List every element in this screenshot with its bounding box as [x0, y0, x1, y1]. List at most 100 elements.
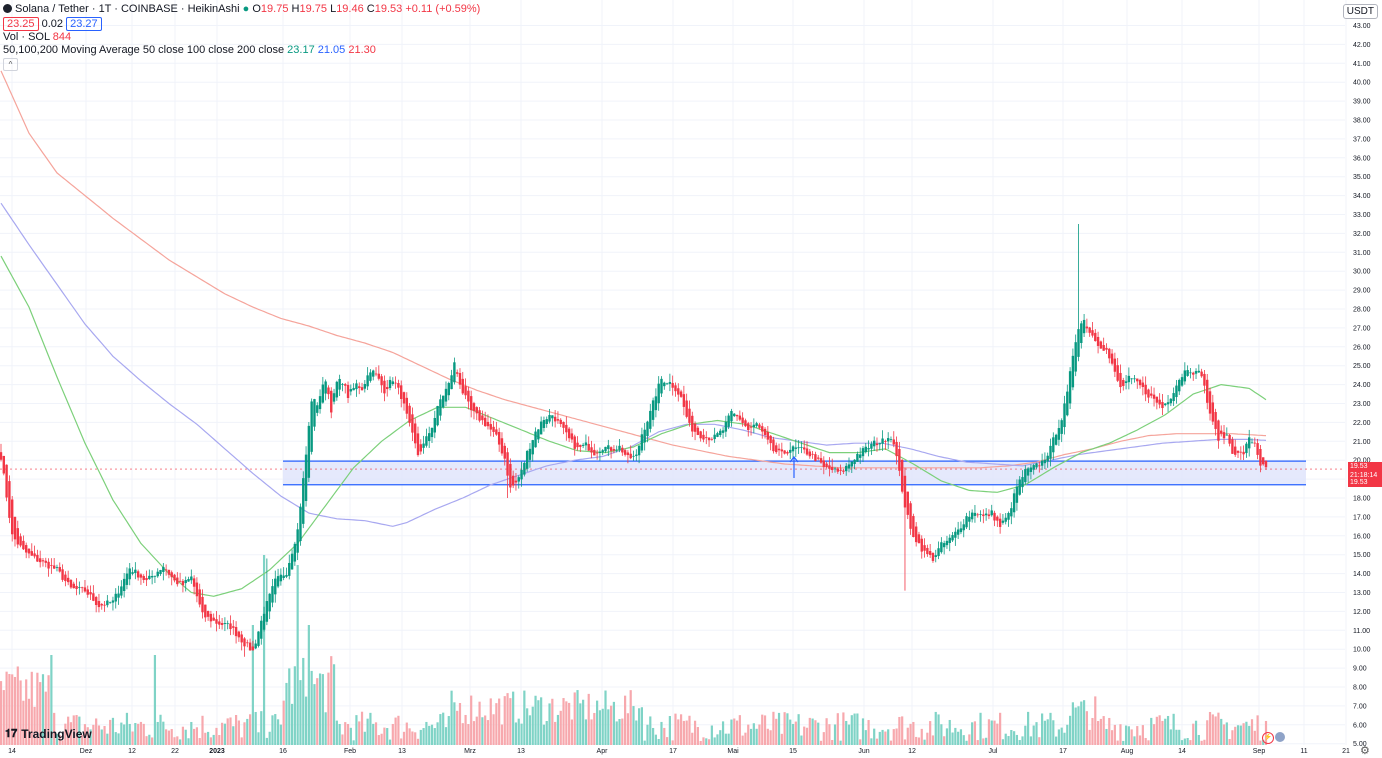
volume-bar	[433, 728, 436, 745]
candle-body	[889, 439, 893, 440]
volume-bar	[859, 739, 862, 745]
price-tick-label: 7.00	[1353, 703, 1367, 710]
volume-bar	[671, 740, 674, 745]
tradingview-logo[interactable]: 𝟏𝟕 TradingView	[5, 727, 92, 741]
volume-bar	[624, 695, 627, 745]
candle-body	[131, 572, 134, 574]
volume-legend[interactable]: Vol · SOL 844	[3, 31, 71, 44]
candle-body	[601, 450, 604, 453]
volume-bar	[730, 719, 733, 745]
volume-bar	[1068, 715, 1072, 745]
candle-body	[125, 573, 129, 585]
volume-bar	[635, 720, 638, 745]
candle-body	[719, 430, 722, 436]
collapse-legend-button[interactable]: ^	[3, 58, 18, 71]
candle-body	[461, 378, 464, 394]
us-flag-icon[interactable]	[1275, 732, 1285, 742]
volume-bar	[467, 724, 470, 745]
volume-bar	[1088, 729, 1091, 745]
volume-bar	[584, 719, 588, 745]
volume-bar	[587, 693, 590, 745]
candle-body	[528, 448, 532, 460]
time-tick-label: 12	[908, 748, 916, 755]
volume-bar	[1239, 725, 1242, 745]
volume-bar	[526, 708, 529, 745]
flash-icon[interactable]: ⚡	[1262, 732, 1274, 744]
candle-body	[990, 510, 993, 516]
candle-body	[419, 444, 423, 452]
volume-bar	[752, 723, 755, 745]
volume-bar	[1122, 740, 1125, 745]
candle-body	[567, 428, 571, 439]
candle-body	[72, 583, 75, 589]
countdown-tag: 21:18:14	[1348, 471, 1382, 480]
candle-body	[8, 481, 11, 518]
volume-bar	[512, 691, 515, 745]
candle-body	[293, 543, 297, 562]
candle-body	[906, 491, 909, 515]
candle-body	[1225, 434, 1229, 436]
candle-body	[156, 571, 159, 577]
volume-bar	[758, 724, 761, 745]
volume-bar	[724, 733, 727, 745]
candle-body	[13, 516, 17, 540]
candle-body	[302, 478, 305, 524]
candle-body	[724, 421, 728, 432]
volume-bar	[887, 729, 890, 745]
candle-body	[511, 475, 515, 486]
volume-bar	[654, 734, 657, 745]
candle-body	[1155, 396, 1159, 403]
volume-bar	[973, 721, 977, 745]
candle-body	[1032, 465, 1035, 470]
candle-body	[856, 453, 859, 462]
volume-bar	[982, 738, 985, 745]
symbol-legend[interactable]: Solana / Tether · 1T · COINBASE · Heikin…	[3, 3, 480, 16]
candle-body	[903, 475, 907, 508]
gear-icon[interactable]: ⚙	[1360, 745, 1370, 757]
volume-bar	[475, 716, 478, 745]
candle-body	[738, 415, 742, 420]
candle-body	[444, 388, 448, 402]
candle-body	[360, 387, 364, 391]
candle-body	[366, 375, 369, 387]
ask-button[interactable]: 23.27	[66, 17, 102, 31]
volume-bar	[1175, 729, 1178, 745]
candle-body	[69, 579, 73, 588]
candle-body	[332, 393, 336, 402]
volume-bar	[761, 714, 764, 745]
candle-body	[206, 610, 210, 617]
time-tick-label: Jul	[989, 748, 998, 755]
time-tick-label: 17	[1059, 748, 1067, 755]
candle-body	[791, 446, 795, 452]
volume-bar	[1127, 726, 1130, 745]
volume-bar	[27, 698, 31, 745]
volume-bar	[937, 714, 940, 745]
ma-legend[interactable]: 50,100,200 Moving Average 50 close 100 c…	[3, 44, 376, 57]
candle-body	[609, 447, 613, 451]
candle-body	[257, 631, 260, 646]
volume-bar	[444, 727, 448, 745]
volume-bar	[265, 737, 268, 745]
currency-selector[interactable]: USDT	[1342, 4, 1378, 19]
candle-body	[716, 433, 719, 437]
candle-body	[948, 537, 951, 544]
volume-bar	[464, 714, 467, 745]
volume-bar	[509, 698, 512, 745]
volume-bar	[629, 690, 632, 745]
volume-bar	[545, 720, 548, 745]
bid-button[interactable]: 23.25	[3, 17, 39, 31]
candle-body	[1211, 402, 1215, 422]
volume-bar	[237, 720, 240, 745]
candle-body	[629, 453, 632, 459]
candle-body	[934, 555, 937, 557]
candle-body	[805, 448, 809, 455]
volume-bar	[313, 684, 316, 745]
volume-bar	[679, 714, 683, 745]
volume-bar	[1197, 734, 1200, 745]
candle-body	[1085, 326, 1089, 329]
volume-bar	[394, 717, 397, 745]
candle-body	[195, 582, 199, 597]
volume-bar	[243, 722, 246, 745]
volume-bar	[416, 738, 420, 745]
